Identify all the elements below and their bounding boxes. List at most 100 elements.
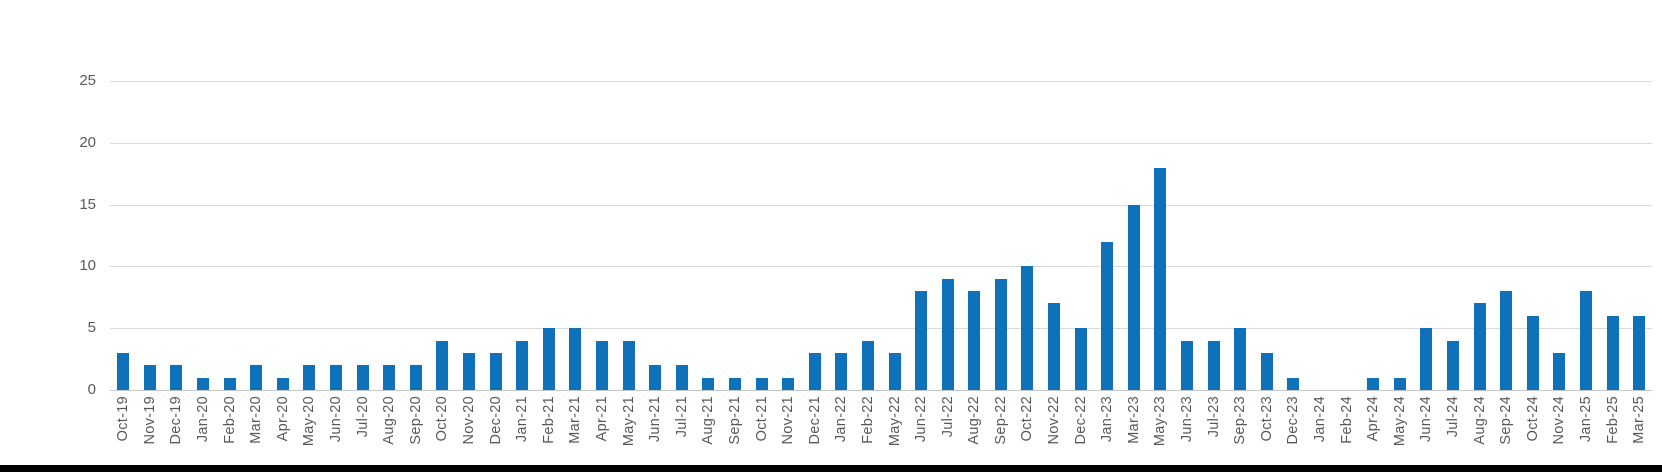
bar-slot <box>1121 81 1148 390</box>
bar-Dec-21 <box>808 353 821 390</box>
bar-slot <box>961 81 988 390</box>
bar-slot <box>775 81 802 390</box>
x-tick-slot: Jul-22 <box>934 396 961 464</box>
bar-slot <box>1493 81 1520 390</box>
bar-slot <box>1174 81 1201 390</box>
x-tick-slot: Dec-21 <box>801 396 828 464</box>
x-tick-slot: May-22 <box>881 396 908 464</box>
x-tick-slot: Apr-21 <box>589 396 616 464</box>
x-tick-label-Aug-22: Aug-22 <box>966 396 983 445</box>
bar-Jan-23 <box>1101 242 1114 390</box>
bar-slot <box>1387 81 1414 390</box>
x-tick-slot: Nov-19 <box>137 396 164 464</box>
x-tick-label-Mar-23: Mar-23 <box>1125 396 1142 444</box>
bar-slot <box>1546 81 1573 390</box>
bar-slot <box>934 81 961 390</box>
x-tick-label-Dec-21: Dec-21 <box>806 396 823 445</box>
bar-Nov-19 <box>143 365 156 390</box>
bar-slot <box>536 81 563 390</box>
bar-slot <box>1254 81 1281 390</box>
x-tick-slot: Jul-20 <box>349 396 376 464</box>
x-tick-label-Nov-20: Nov-20 <box>461 396 478 445</box>
x-tick-slot: Nov-21 <box>775 396 802 464</box>
bar-Jun-22 <box>915 291 928 390</box>
bar-Aug-21 <box>702 378 715 390</box>
x-tick-slot: Aug-22 <box>961 396 988 464</box>
x-axis-labels: Oct-19 Nov-19 Dec-19 Jan-20 Feb-20 Mar-20 Apr-… <box>110 396 1652 464</box>
x-tick-slot: Oct-23 <box>1254 396 1281 464</box>
bar-slot <box>403 81 430 390</box>
gridline-20 <box>110 142 1652 144</box>
bar-slot <box>801 81 828 390</box>
bar-slot <box>1626 81 1653 390</box>
x-tick-slot: Feb-22 <box>855 396 882 464</box>
x-tick-slot: Sep-21 <box>722 396 749 464</box>
bar-Jan-21 <box>516 341 529 390</box>
x-tick-slot: Dec-22 <box>1067 396 1094 464</box>
x-tick-slot: Sep-23 <box>1227 396 1254 464</box>
bar-slot <box>855 81 882 390</box>
bar-slot <box>748 81 775 390</box>
bar-Nov-20 <box>463 353 476 390</box>
bar-Sep-21 <box>728 378 741 390</box>
bar-slot <box>349 81 376 390</box>
bar-Feb-22 <box>861 341 874 390</box>
bar-slot <box>1333 81 1360 390</box>
bar-Feb-20 <box>223 378 236 390</box>
gridline-25 <box>110 81 1652 82</box>
bar-slot <box>1519 81 1546 390</box>
bar-Jul-24 <box>1446 341 1459 390</box>
x-tick-label-Mar-21: Mar-21 <box>567 396 584 444</box>
x-tick-label-Mar-25: Mar-25 <box>1631 396 1648 444</box>
x-tick-slot: Mar-25 <box>1626 396 1653 464</box>
bar-Sep-22 <box>994 279 1007 390</box>
bar-slot <box>376 81 403 390</box>
bar-Oct-19 <box>117 353 130 390</box>
x-tick-slot: May-23 <box>1147 396 1174 464</box>
bar-slot <box>1573 81 1600 390</box>
bar-Oct-22 <box>1021 266 1034 390</box>
x-tick-slot: Dec-20 <box>482 396 509 464</box>
bar-slot <box>642 81 669 390</box>
bar-slot <box>243 81 270 390</box>
x-tick-label-Sep-20: Sep-20 <box>407 396 424 445</box>
x-tick-slot: Nov-20 <box>456 396 483 464</box>
x-tick-slot: Jan-20 <box>190 396 217 464</box>
x-tick-slot: Jan-23 <box>1094 396 1121 464</box>
bar-Feb-25 <box>1606 316 1619 390</box>
x-tick-slot: Jun-20 <box>323 396 350 464</box>
x-tick-slot: Jan-21 <box>509 396 536 464</box>
x-tick-label-Feb-24: Feb-24 <box>1338 396 1355 444</box>
bar-slot <box>163 81 190 390</box>
x-tick-label-Nov-22: Nov-22 <box>1046 396 1063 445</box>
bar-slot <box>988 81 1015 390</box>
bar-slot <box>296 81 323 390</box>
bar-slot <box>270 81 297 390</box>
x-tick-slot: Jul-23 <box>1200 396 1227 464</box>
x-tick-slot: Sep-20 <box>403 396 430 464</box>
y-tick-label-10: 10 <box>79 257 96 275</box>
x-tick-slot: May-21 <box>615 396 642 464</box>
bar-Apr-21 <box>595 341 608 390</box>
x-tick-slot: Mar-23 <box>1121 396 1148 464</box>
bar-May-23 <box>1154 168 1167 390</box>
x-tick-label-Dec-20: Dec-20 <box>487 396 504 445</box>
x-tick-label-Oct-23: Oct-23 <box>1258 396 1275 442</box>
x-tick-label-Aug-20: Aug-20 <box>381 396 398 445</box>
bar-Mar-25 <box>1633 316 1646 390</box>
x-tick-label-Jan-24: Jan-24 <box>1312 396 1329 443</box>
x-tick-label-Aug-24: Aug-24 <box>1471 396 1488 445</box>
x-tick-label-Feb-21: Feb-21 <box>540 396 557 444</box>
bar-slot <box>509 81 536 390</box>
x-tick-label-Oct-21: Oct-21 <box>753 396 770 442</box>
x-tick-label-Apr-24: Apr-24 <box>1365 396 1382 442</box>
bar-slot <box>482 81 509 390</box>
bar-Dec-20 <box>489 353 502 390</box>
bar-Jun-24 <box>1420 328 1433 390</box>
x-tick-label-Feb-20: Feb-20 <box>221 396 238 444</box>
x-tick-slot: Aug-20 <box>376 396 403 464</box>
bar-slot <box>456 81 483 390</box>
bar-slot <box>323 81 350 390</box>
bar-May-22 <box>888 353 901 390</box>
bar-slot <box>137 81 164 390</box>
